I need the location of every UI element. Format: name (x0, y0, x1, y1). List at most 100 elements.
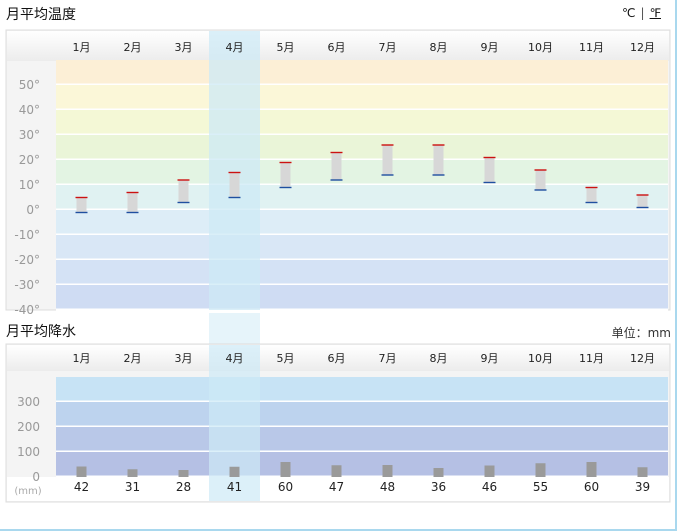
temp-band (56, 85, 668, 109)
precip-bar (433, 468, 444, 477)
temp-month-label: 9月 (481, 41, 499, 54)
temp-month-label: 3月 (175, 41, 193, 54)
temp-range-bar (331, 152, 342, 180)
temp-month-label: 1月 (73, 41, 91, 54)
precip-value-label: 39 (635, 480, 650, 494)
precip-month-label: 2月 (124, 352, 142, 365)
temp-y-tick-label: -30° (14, 278, 40, 292)
temp-band (56, 135, 668, 159)
precip-y-tick-label: 200 (17, 420, 40, 434)
temp-range-bar (280, 162, 291, 188)
temp-range-bar (535, 170, 546, 190)
precip-bar (586, 462, 597, 477)
temp-y-tick-label: -20° (14, 253, 40, 267)
precip-y-tick-label: 100 (17, 445, 40, 459)
temp-month-label: 6月 (328, 41, 346, 54)
temp-month-label: 8月 (430, 41, 448, 54)
temp-range-bar (586, 187, 597, 203)
precip-value-label: 46 (482, 480, 497, 494)
precipitation-unit-note: 单位：mm (611, 326, 671, 340)
temp-band (56, 60, 668, 84)
precip-month-label: 7月 (379, 352, 397, 365)
precip-value-label: 55 (533, 480, 548, 494)
temp-band (56, 260, 668, 284)
temp-range-bar (637, 195, 648, 208)
precip-value-label: 60 (278, 480, 293, 494)
temp-month-label: 7月 (379, 41, 397, 54)
temp-y-tick-label: -10° (14, 228, 40, 242)
temp-month-label: 5月 (277, 41, 295, 54)
precip-bar (637, 467, 648, 477)
temp-band (56, 210, 668, 234)
precip-bar (280, 462, 291, 477)
temp-band (56, 110, 668, 134)
highlight-column (209, 345, 260, 501)
temperature-title: 月平均温度 (6, 7, 76, 23)
precip-value-row (7, 477, 669, 501)
unit-toggle: ℃ | ℉ (622, 6, 661, 20)
precip-month-label: 11月 (579, 352, 604, 365)
temp-y-tick-label: 20° (19, 153, 40, 167)
fahrenheit-toggle[interactable]: ℉ (649, 6, 661, 20)
precip-bar (127, 469, 138, 477)
temp-month-label: 11月 (579, 41, 604, 54)
precip-bar (76, 466, 87, 477)
temp-y-tick-label: 0° (26, 203, 40, 217)
temp-range-bar (382, 145, 393, 175)
temp-range-bar (178, 180, 189, 203)
precip-y-tick-label: 300 (17, 395, 40, 409)
highlight-column (209, 31, 260, 310)
celsius-toggle[interactable]: ℃ (622, 6, 636, 20)
temp-month-label: 10月 (528, 41, 553, 54)
temp-y-tick-label: 50° (19, 78, 40, 92)
precip-month-label: 4月 (226, 352, 244, 365)
temp-range-bar (229, 172, 240, 198)
precip-value-label: 47 (329, 480, 344, 494)
precipitation-title: 月平均降水 (6, 324, 76, 340)
temp-month-label: 12月 (630, 41, 655, 54)
precip-month-label: 3月 (175, 352, 193, 365)
temp-y-tick-label: -40° (14, 303, 40, 317)
precip-y-tick-label: 0 (32, 470, 40, 484)
temp-band (56, 285, 668, 309)
temp-month-header (7, 31, 669, 61)
temp-range-bar (433, 145, 444, 175)
temp-band (56, 160, 668, 184)
precip-bar (331, 465, 342, 477)
unit-separator: | (640, 6, 645, 20)
precip-band (56, 377, 668, 401)
temp-y-tick-label: 30° (19, 128, 40, 142)
temp-range-bar (484, 157, 495, 183)
precip-band (56, 427, 668, 451)
precip-month-label: 10月 (528, 352, 553, 365)
temp-range-bar (127, 192, 138, 213)
precip-band (56, 402, 668, 426)
precip-month-label: 6月 (328, 352, 346, 365)
temp-band (56, 235, 668, 259)
precip-value-label: 31 (125, 480, 140, 494)
precip-month-label: 5月 (277, 352, 295, 365)
precip-month-label: 1月 (73, 352, 91, 365)
precip-value-label: 60 (584, 480, 599, 494)
precip-month-label: 9月 (481, 352, 499, 365)
precip-bar (382, 465, 393, 477)
precip-bar (229, 466, 240, 477)
temp-y-tick-label: 40° (19, 103, 40, 117)
precip-month-label: 8月 (430, 352, 448, 365)
precip-bar (484, 465, 495, 477)
precip-value-label: 36 (431, 480, 446, 494)
precip-value-label: 28 (176, 480, 191, 494)
precip-unit-label: (mm) (14, 486, 41, 497)
temp-month-label: 4月 (226, 41, 244, 54)
precip-value-label: 48 (380, 480, 395, 494)
precip-value-label: 42 (74, 480, 89, 494)
precip-bar (535, 463, 546, 477)
temp-month-label: 2月 (124, 41, 142, 54)
temp-band (56, 185, 668, 209)
precip-month-label: 12月 (630, 352, 655, 365)
precip-value-label: 41 (227, 480, 242, 494)
highlight-column (209, 313, 260, 344)
precip-month-header (7, 345, 669, 371)
temp-y-tick-label: 10° (19, 178, 40, 192)
